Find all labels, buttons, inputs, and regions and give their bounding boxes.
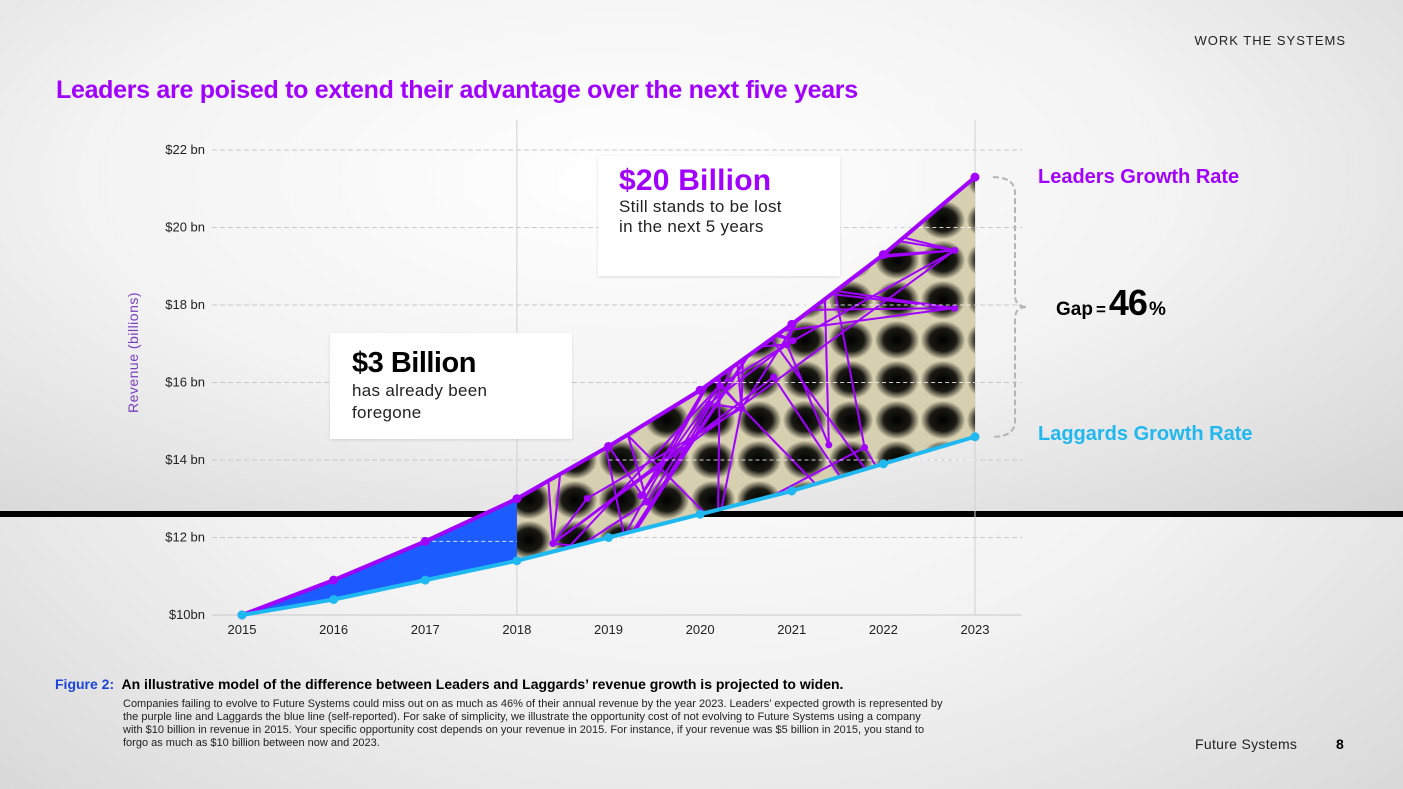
y-axis-label: Revenue (billions) <box>125 292 141 413</box>
leaders-point <box>878 250 888 260</box>
callout-remaining-text-1: Still stands to be lost <box>619 197 782 216</box>
section-label: WORK THE SYSTEMS <box>1194 33 1346 48</box>
figure-caption: Figure 2: An illustrative model of the d… <box>55 676 843 692</box>
legend-leaders: Leaders Growth Rate <box>1038 166 1240 188</box>
y-tick-label: $14 bn <box>165 452 205 467</box>
y-tick-label: $18 bn <box>165 297 205 312</box>
x-tick-label: 2015 <box>228 622 257 637</box>
leaders-point <box>787 319 797 329</box>
y-tick-label: $12 bn <box>165 530 205 545</box>
laggards-point <box>329 595 339 604</box>
callout-foregone-text-1: has already been <box>352 381 488 400</box>
leaders-point <box>420 536 430 546</box>
gap-label: Gap <box>1056 299 1093 320</box>
gap-readout: Gap = 46 % <box>1056 282 1166 324</box>
laggards-point <box>787 486 797 496</box>
gap-value: 46 <box>1108 282 1148 323</box>
laggards-point <box>512 556 522 566</box>
x-tick-label: 2021 <box>777 622 806 637</box>
laggards-point <box>878 459 888 469</box>
x-tick-label: 2022 <box>869 622 898 637</box>
gap-unit: % <box>1148 299 1166 320</box>
y-tick-label: $10bn <box>169 607 205 622</box>
laggards-point <box>604 533 613 542</box>
page-title: Leaders are poised to extend their advan… <box>56 76 858 104</box>
x-tick-label: 2016 <box>319 622 348 637</box>
x-tick-label: 2019 <box>594 622 623 637</box>
legend-laggards: Laggards Growth Rate <box>1038 423 1253 445</box>
y-tick-label: $20 bn <box>165 220 205 235</box>
laggards-point <box>970 432 980 442</box>
figure-caption-text: An illustrative model of the difference … <box>121 676 844 692</box>
laggards-point <box>420 575 430 585</box>
x-tick-label: 2017 <box>411 622 440 637</box>
figure-label: Figure 2: <box>55 676 115 692</box>
y-tick-label: $22 bn <box>165 142 205 157</box>
footer-title: Future Systems <box>1195 736 1298 752</box>
gap-bracket <box>992 176 1028 438</box>
x-tick-label: 2020 <box>686 622 715 637</box>
callout-remaining-amount: $20 Billion <box>619 164 772 197</box>
callout-foregone-text-2: foregone <box>352 403 422 422</box>
y-tick-label: $16 bn <box>165 375 205 390</box>
leaders-point <box>329 575 339 585</box>
callout-foregone: $3 Billion has already been foregone <box>330 333 572 439</box>
x-tick-label: 2018 <box>502 622 531 637</box>
leaders-point <box>512 494 522 504</box>
callout-remaining-text-2: in the next 5 years <box>619 217 764 236</box>
leaders-point <box>604 441 613 451</box>
page-number: 8 <box>1336 736 1344 752</box>
leaders-point <box>695 385 705 395</box>
callout-foregone-amount: $3 Billion <box>352 347 476 379</box>
callout-remaining: $20 Billion Still stands to be lost in t… <box>598 156 840 276</box>
leaders-point <box>970 172 980 182</box>
figure-description: Companies failing to evolve to Future Sy… <box>123 698 943 749</box>
laggards-point <box>695 509 705 519</box>
gap-equals: = <box>1095 300 1106 319</box>
foregone-region <box>242 498 517 615</box>
laggards-point <box>237 610 247 620</box>
x-tick-label: 2023 <box>961 622 990 637</box>
